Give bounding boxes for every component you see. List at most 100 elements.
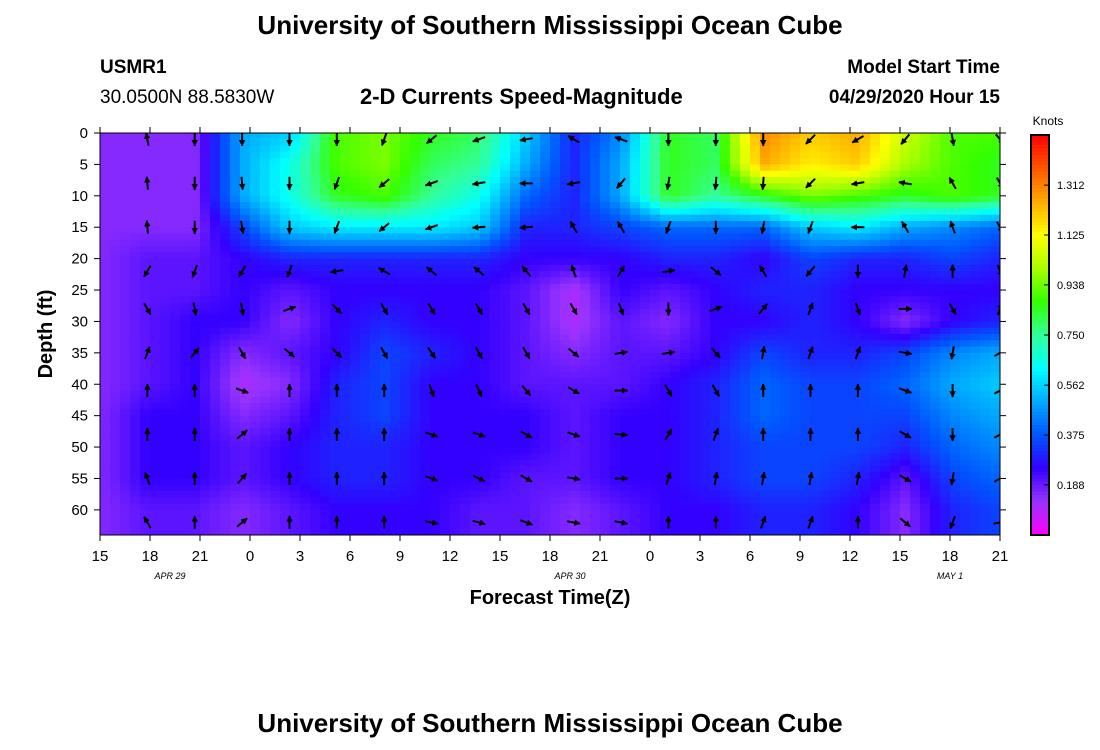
heatmap-cell bbox=[200, 403, 211, 410]
heatmap-cell bbox=[560, 403, 571, 410]
heatmap-cell bbox=[790, 447, 801, 454]
heatmap-cell bbox=[420, 214, 431, 222]
heatmap-cell bbox=[440, 315, 451, 323]
heatmap-cell bbox=[330, 403, 341, 410]
heatmap-cell bbox=[810, 158, 821, 166]
heatmap-cell bbox=[550, 459, 561, 467]
heatmap-cell bbox=[830, 133, 841, 140]
heatmap-cell bbox=[960, 283, 971, 291]
heatmap-cell bbox=[390, 195, 401, 203]
heatmap-cell bbox=[260, 340, 271, 348]
heatmap-cell bbox=[390, 170, 401, 178]
heatmap-cell bbox=[610, 139, 621, 147]
heatmap-cell bbox=[640, 334, 651, 341]
heatmap-cell bbox=[220, 409, 231, 417]
heatmap-cell bbox=[540, 271, 551, 279]
heatmap-cell bbox=[250, 264, 261, 272]
heatmap-cell bbox=[260, 359, 271, 367]
heatmap-cell bbox=[960, 403, 971, 410]
heatmap-cell bbox=[480, 334, 491, 341]
heatmap-cell bbox=[100, 145, 111, 153]
heatmap-cell bbox=[110, 183, 121, 191]
heatmap-cell bbox=[630, 164, 641, 172]
heatmap-cell bbox=[680, 277, 691, 285]
heatmap-cell bbox=[800, 308, 811, 316]
heatmap-cell bbox=[700, 290, 711, 297]
heatmap-cell bbox=[790, 459, 801, 467]
heatmap-cell bbox=[370, 308, 381, 316]
heatmap-cell bbox=[220, 246, 231, 253]
heatmap-cell bbox=[120, 139, 131, 147]
heatmap-cell bbox=[160, 227, 171, 235]
heatmap-cell bbox=[980, 139, 991, 147]
heatmap-cell bbox=[940, 434, 951, 442]
heatmap-cell bbox=[180, 283, 191, 291]
heatmap-cell bbox=[860, 290, 871, 297]
heatmap-cell bbox=[480, 302, 491, 310]
heatmap-cell bbox=[100, 214, 111, 222]
heatmap-cell bbox=[610, 472, 621, 480]
heatmap-cell bbox=[860, 327, 871, 335]
heatmap-cell bbox=[300, 195, 311, 203]
heatmap-cell bbox=[180, 440, 191, 448]
heatmap-cell bbox=[860, 384, 871, 392]
heatmap-cell bbox=[260, 384, 271, 392]
heatmap-cell bbox=[210, 415, 221, 423]
heatmap-cell bbox=[270, 258, 281, 266]
heatmap-cell bbox=[440, 327, 451, 335]
heatmap-cell bbox=[200, 321, 211, 329]
heatmap-cell bbox=[390, 164, 401, 172]
heatmap-cell bbox=[410, 283, 421, 291]
heatmap-cell bbox=[810, 434, 821, 442]
heatmap-cell bbox=[830, 403, 841, 410]
heatmap-cell bbox=[700, 308, 711, 316]
heatmap-cell bbox=[900, 246, 911, 253]
heatmap-cell bbox=[820, 246, 831, 253]
heatmap-cell bbox=[200, 428, 211, 436]
heatmap-cell bbox=[690, 227, 701, 235]
heatmap-cell bbox=[470, 403, 481, 410]
heatmap-cell bbox=[680, 264, 691, 272]
heatmap-cell bbox=[520, 258, 531, 266]
heatmap-cell bbox=[270, 133, 281, 140]
heatmap-cell bbox=[250, 151, 261, 159]
heatmap-cell bbox=[420, 434, 431, 442]
heatmap-cell bbox=[400, 327, 411, 335]
heatmap-cell bbox=[960, 415, 971, 423]
heatmap-cell bbox=[630, 176, 641, 184]
heatmap-cell bbox=[180, 246, 191, 253]
heatmap-cell bbox=[310, 290, 321, 297]
heatmap-cell bbox=[170, 377, 181, 385]
heatmap-cell bbox=[980, 176, 991, 184]
heatmap-cell bbox=[840, 346, 851, 354]
heatmap-cell bbox=[370, 459, 381, 467]
heatmap-cell bbox=[890, 321, 901, 329]
heatmap-cell bbox=[750, 315, 761, 323]
heatmap-cell bbox=[400, 359, 411, 367]
heatmap-cell bbox=[420, 428, 431, 436]
heatmap-cell bbox=[150, 277, 161, 285]
heatmap-cell bbox=[730, 447, 741, 454]
heatmap-cell bbox=[340, 296, 351, 304]
heatmap-cell bbox=[710, 371, 721, 379]
heatmap-cell bbox=[770, 434, 781, 442]
heatmap-cell bbox=[410, 472, 421, 480]
heatmap-cell bbox=[410, 183, 421, 191]
heatmap-cell bbox=[260, 214, 271, 222]
heatmap-cell bbox=[250, 428, 261, 436]
heatmap-cell bbox=[250, 396, 261, 404]
heatmap-cell bbox=[810, 359, 821, 367]
heatmap-cell bbox=[880, 202, 891, 209]
heatmap-cell bbox=[340, 308, 351, 316]
heatmap-cell bbox=[530, 440, 541, 448]
heatmap-cell bbox=[970, 246, 981, 253]
heatmap-cell bbox=[810, 415, 821, 423]
heatmap-cell bbox=[430, 415, 441, 423]
heatmap-cell bbox=[890, 139, 901, 147]
heatmap-cell bbox=[580, 264, 591, 272]
heatmap-cell bbox=[440, 352, 451, 360]
heatmap-cell bbox=[650, 390, 661, 398]
heatmap-cell bbox=[450, 145, 461, 153]
heatmap-cell bbox=[200, 202, 211, 209]
heatmap-cell bbox=[440, 183, 451, 191]
